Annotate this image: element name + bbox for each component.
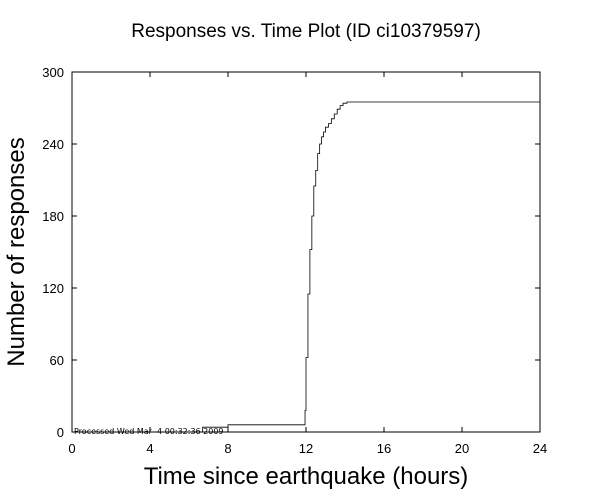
y-tick-label: 180 [42,209,64,224]
x-tick-label: 12 [299,441,313,456]
x-axis-label: Time since earthquake (hours) [144,463,469,490]
chart-title: Responses vs. Time Plot (ID ci10379597) [131,21,481,42]
series-line [72,101,540,433]
y-tick-label: 240 [42,137,64,152]
x-axis-ticks: 0 4 8 12 16 20 24 [68,72,547,456]
x-tick-label: 4 [146,441,153,456]
y-tick-label: 60 [50,353,64,368]
x-tick-label: 24 [533,441,547,456]
x-tick-label: 16 [377,441,391,456]
y-axis-ticks: 0 60 120 180 240 300 [42,65,540,440]
x-tick-label: 8 [224,441,231,456]
x-tick-label: 0 [68,441,75,456]
y-tick-label: 300 [42,65,64,80]
x-tick-label: 20 [455,441,469,456]
processed-annotation: Processed Wed Mar 4 00:32:36 2009 [74,427,224,436]
y-axis-label: Number of responses [3,137,30,366]
y-tick-label: 120 [42,281,64,296]
y-tick-label: 0 [57,425,64,440]
